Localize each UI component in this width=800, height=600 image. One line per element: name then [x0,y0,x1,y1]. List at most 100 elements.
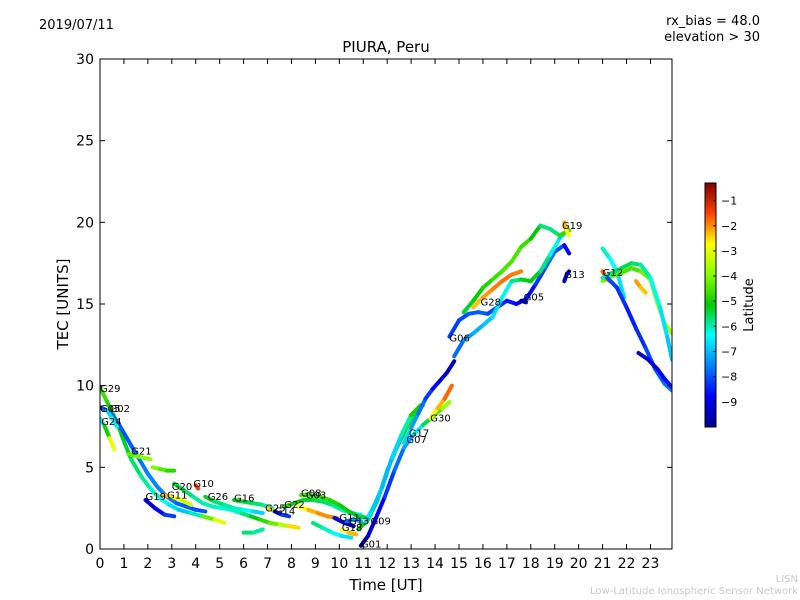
tec-segment [141,455,153,462]
tec-segment [193,507,208,514]
y-tick-label: 10 [76,379,94,395]
tec-trace [203,494,265,516]
y-tick-label: 30 [76,52,94,68]
tec-segment [638,262,653,280]
tec-segment [392,445,406,473]
satellite-label: G20 [172,482,192,493]
satellite-label: G05 [524,293,544,304]
tec-segment [538,253,552,274]
tec-segment [176,507,193,516]
x-tick-label: 13 [402,556,420,572]
tec-trace [299,493,371,520]
satellite-label: G11 [339,513,359,524]
rx-bias-label: rx_bias = 48.0 [666,14,760,29]
tec-segment [442,383,454,401]
tec-segment [100,385,110,404]
colorbar-tick-label: −8 [721,371,737,384]
satellite-label: G11 [167,490,187,501]
x-tick-label: 10 [330,556,348,572]
colorbar-tick-label: −7 [721,346,737,359]
satellite-label: G12 [603,268,623,279]
tec-segment [500,279,514,300]
tec-segment [490,279,505,292]
tec-segment [251,527,265,535]
satellite-label: G01 [361,539,381,550]
tec-segment [655,367,667,382]
tec-segment [562,243,572,256]
tec-trace [272,509,292,519]
x-axis-label: Time [UT] [348,576,422,594]
tec-segment [524,282,538,302]
tec-segment [564,269,572,277]
tec-segment [148,486,162,501]
x-tick-label: 9 [311,556,320,572]
tec-segment [533,266,548,287]
tec-segment [366,517,378,538]
tec-segment [401,432,416,450]
tec-segment [351,517,363,524]
x-tick-label: 3 [167,556,176,572]
tec-segment [471,323,485,336]
tec-segment [646,357,660,372]
colorbar-tick-label: −1 [721,195,737,208]
x-tick-label: 12 [378,556,396,572]
tec-segment [638,285,648,295]
y-axis: 0 5 10 15 20 25 30 [76,52,672,558]
tec-segment [212,517,227,525]
tec-segment [428,406,440,421]
tec-segment [440,400,452,411]
satellite-label: G30 [430,414,450,425]
colorbar-tick-label: −2 [721,220,737,233]
satellite-label: G22 [284,500,304,511]
tec-segment [519,298,529,305]
x-tick-label: 4 [191,556,200,572]
parameters-label: rx_bias = 48.0 elevation > 30 [664,14,760,46]
tec-segment [287,524,301,530]
tec-segment [435,396,447,411]
x-tick-label: 8 [287,556,296,572]
satellite-label: G13 [564,270,584,281]
colorbar-label: Latitude [742,278,757,332]
tec-trace [358,400,452,548]
footer: LISN Low-Latitude Ionospheric Sensor Net… [590,574,798,598]
tec-segment [490,295,505,320]
tec-segment [461,298,476,315]
tec-segment [251,509,265,516]
tec-segment [614,285,629,310]
tec-segment [480,287,495,300]
tec-segment [342,520,356,529]
tec-segment [653,367,667,387]
footer-org-full: Low-Latitude Ionospheric Sensor Network [590,586,798,597]
tec-segment [363,506,375,524]
y-tick-label: 25 [76,134,94,150]
tec-segment [370,484,385,511]
tec-segment [107,435,117,452]
tec-segment [519,236,533,249]
tec-segment [471,295,485,310]
y-tick-label: 20 [76,215,94,231]
tec-segment [658,305,670,339]
tec-segment [471,285,485,303]
x-tick-label: 19 [546,556,564,572]
tec-trace [332,515,356,529]
x-tick-label: 22 [618,556,636,572]
tec-trace [447,243,572,339]
tec-segment [382,468,397,499]
satellite-label: G21 [131,446,151,457]
satellite-label: G28 [481,298,501,309]
tec-segment [102,424,112,440]
satellite-label: G07 [406,435,426,446]
tec-segment [358,533,371,548]
x-tick-label: 20 [570,556,588,572]
tec-trace [562,269,572,284]
satellite-label: G19 [145,492,165,503]
satellite-label: G06 [449,334,469,345]
colorbar-tick-label: −4 [721,270,737,283]
colorbar: −1 −2 −3 −4 −5 −6 −7 −8 −9 Latitude [704,182,757,428]
x-tick-label: 18 [522,556,540,572]
tec-segment [509,269,524,277]
tec-trace [296,504,339,520]
series-layer [100,220,672,548]
satellite-label: G18 [342,523,362,534]
